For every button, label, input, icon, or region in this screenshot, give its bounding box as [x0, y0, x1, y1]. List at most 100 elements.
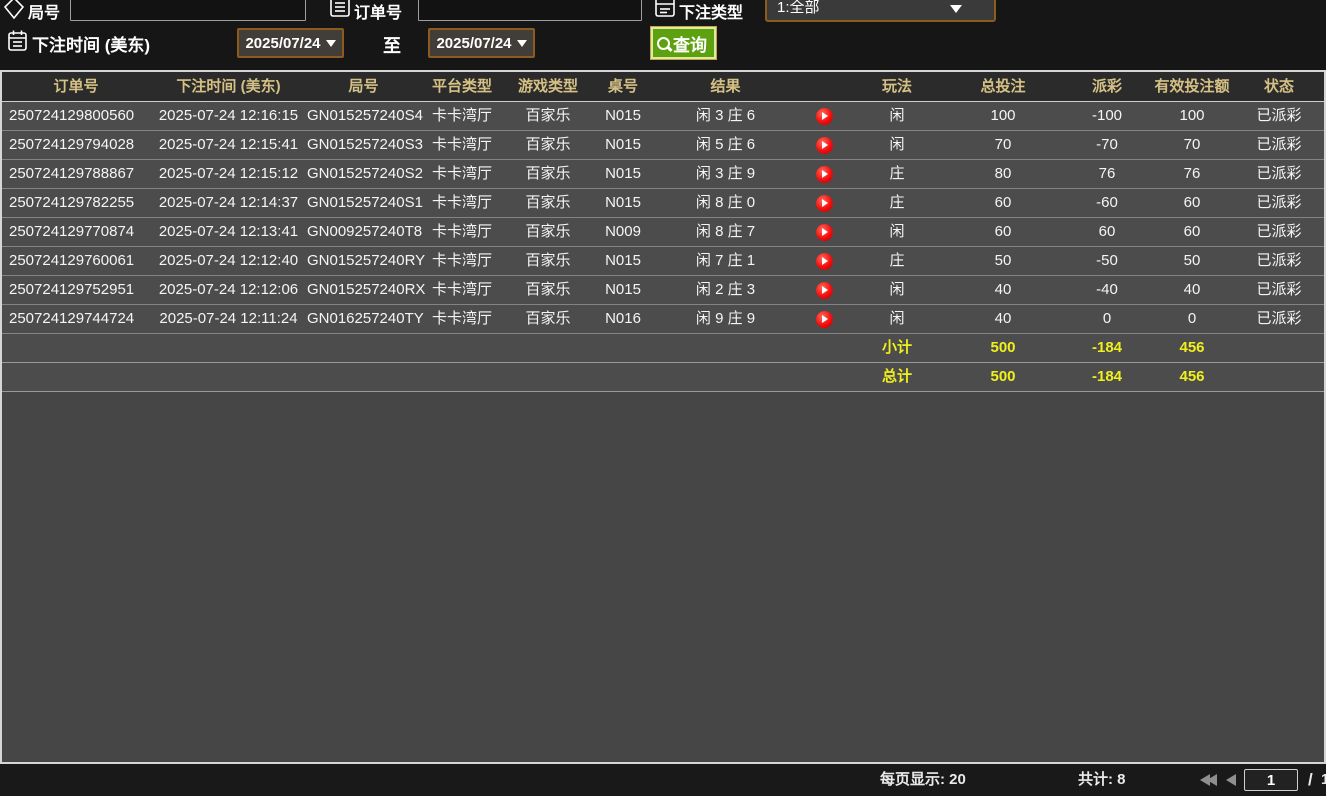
cell-result: 闲 5 庄 6 — [695, 136, 756, 153]
cell-game-type: 百家乐 — [525, 136, 571, 153]
cell-round-no: GN015257240S2 — [307, 165, 423, 182]
cell-round-no: GN015257240RY — [307, 252, 426, 269]
round-no-label: 局号 — [28, 5, 61, 22]
card-list-icon — [655, 0, 675, 17]
cell-status: 已派彩 — [1256, 165, 1302, 182]
play-icon[interactable] — [816, 223, 833, 241]
play-icon[interactable] — [816, 136, 833, 154]
col-header-status: 状态 — [1263, 78, 1294, 95]
cell-round-no: GN016257240TY — [307, 310, 424, 327]
cell-order-no: 250724129800560 — [9, 107, 135, 124]
cell-total-bet: 70 — [994, 136, 1012, 153]
cell-payout: -50 — [1096, 252, 1118, 269]
subtotal-total: 500 — [990, 339, 1016, 356]
date-to-value: 2025/07/24 — [436, 34, 512, 52]
cell-game-type: 百家乐 — [525, 281, 571, 298]
cell-status: 已派彩 — [1256, 310, 1302, 327]
play-icon[interactable] — [816, 107, 833, 125]
cell-platform: 卡卡湾厅 — [431, 165, 492, 182]
table-row: 250724129782255 2025-07-24 12:14:37 GN0152… — [2, 189, 1324, 218]
cell-order-no: 250724129744724 — [9, 310, 135, 327]
col-header-platform: 平台类型 — [431, 78, 492, 95]
cell-result: 闲 3 庄 6 — [695, 107, 756, 124]
page-number-input[interactable] — [1244, 769, 1298, 791]
play-icon[interactable] — [816, 310, 833, 328]
grand-total-payout: -184 — [1091, 368, 1123, 385]
cell-total-bet: 50 — [994, 252, 1012, 269]
play-icon[interactable] — [816, 194, 833, 212]
col-header-total-bet: 总投注 — [980, 78, 1026, 95]
cell-bet-time: 2025-07-24 12:15:41 — [158, 136, 299, 153]
cell-game-type: 百家乐 — [525, 107, 571, 124]
play-icon[interactable] — [816, 252, 833, 270]
page-separator: / — [1308, 770, 1313, 789]
subtotal-payout: -184 — [1091, 339, 1123, 356]
col-header-video — [797, 72, 852, 102]
cell-round-no: GN015257240RX — [307, 281, 426, 298]
cell-bet-on: 闲 — [889, 281, 905, 298]
cell-bet-on: 闲 — [889, 107, 905, 124]
date-range-separator: 至 — [383, 36, 401, 56]
cell-table-no: N016 — [605, 310, 641, 327]
cell-status: 已派彩 — [1256, 252, 1302, 269]
cell-result: 闲 2 庄 3 — [695, 281, 756, 298]
round-no-input[interactable] — [70, 0, 306, 21]
col-header-bet-on: 玩法 — [881, 78, 912, 95]
cell-bet-time: 2025-07-24 12:12:06 — [158, 281, 299, 298]
cell-game-type: 百家乐 — [525, 165, 571, 182]
query-button[interactable]: 查询 — [650, 26, 717, 60]
cell-valid-bet: 60 — [1183, 194, 1201, 211]
chevron-down-icon — [516, 39, 527, 47]
bet-type-select[interactable]: 1:全部 — [765, 0, 996, 22]
col-header-bet-time: 下注时间 (美东) — [176, 78, 281, 95]
cell-order-no: 250724129788867 — [9, 165, 135, 182]
cell-round-no: GN015257240S3 — [307, 136, 423, 153]
col-header-order-no: 订单号 — [53, 78, 99, 95]
date-from-button[interactable]: 2025/07/24 — [237, 28, 344, 58]
cell-bet-on: 庄 — [889, 165, 905, 182]
cell-payout: -100 — [1091, 107, 1123, 124]
col-header-round-no: 局号 — [348, 78, 379, 95]
cell-result: 闲 8 庄 0 — [695, 194, 756, 211]
diamond-icon — [4, 0, 24, 19]
chevron-down-icon — [325, 39, 336, 47]
cell-status: 已派彩 — [1256, 107, 1302, 124]
cell-table-no: N009 — [605, 223, 641, 240]
cell-round-no: GN009257240T8 — [307, 223, 423, 240]
cell-platform: 卡卡湾厅 — [431, 252, 492, 269]
table-row: 250724129744724 2025-07-24 12:11:24 GN0162… — [2, 305, 1324, 334]
cell-video — [797, 131, 852, 159]
date-from-value: 2025/07/24 — [245, 34, 321, 52]
cell-platform: 卡卡湾厅 — [431, 136, 492, 153]
query-button-label: 查询 — [673, 35, 707, 55]
filter-row-bottom: 下注时间 (美东) 2025/07/24 至 2025/07/24 查询 — [0, 0, 1326, 70]
cell-payout: -60 — [1096, 194, 1118, 211]
cell-video — [797, 276, 852, 304]
cell-bet-time: 2025-07-24 12:15:12 — [158, 165, 299, 182]
cell-platform: 卡卡湾厅 — [431, 223, 492, 240]
first-page-icon[interactable] — [1200, 774, 1218, 786]
cell-table-no: N015 — [605, 281, 641, 298]
cell-order-no: 250724129794028 — [9, 136, 135, 153]
cell-platform: 卡卡湾厅 — [431, 107, 492, 124]
play-icon[interactable] — [816, 281, 833, 299]
order-no-input[interactable] — [418, 0, 642, 21]
play-icon[interactable] — [816, 165, 833, 183]
list-icon — [330, 0, 350, 17]
filter-row-top: 局号 订单号 下注类型 1:全部 — [0, 0, 1326, 22]
cell-total-bet: 60 — [994, 223, 1012, 240]
prev-page-icon[interactable] — [1226, 774, 1236, 786]
filter-bar: 局号 订单号 下注类型 1:全部 下注时间 (美东) 2025/07/24 至 — [0, 0, 1326, 70]
cell-bet-on: 闲 — [889, 136, 905, 153]
date-to-button[interactable]: 2025/07/24 — [428, 28, 535, 58]
cell-bet-on: 闲 — [889, 223, 905, 240]
cell-bet-time: 2025-07-24 12:11:24 — [159, 310, 298, 327]
pagination-bar: 每页显示: 20 共计: 8 / 1 — [0, 764, 1326, 796]
table-row: 250724129770874 2025-07-24 12:13:41 GN0092… — [2, 218, 1324, 247]
cell-video — [797, 218, 852, 246]
magnifier-icon — [657, 36, 670, 50]
records-table: 订单号 下注时间 (美东) 局号 平台类型 游戏类型 桌号 结果 玩法 总投注 … — [0, 70, 1326, 764]
cell-status: 已派彩 — [1256, 281, 1302, 298]
cell-order-no: 250724129782255 — [9, 194, 135, 211]
